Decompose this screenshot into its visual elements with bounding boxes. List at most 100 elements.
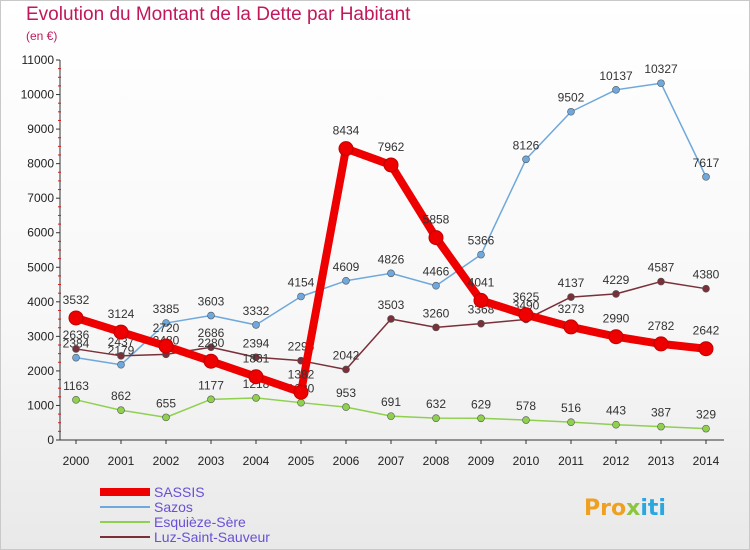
data-label: 8434	[333, 124, 360, 138]
data-label: 2636	[63, 328, 90, 342]
series-esqui-ze-s-re: 1163862655117712181080953691632629578516…	[63, 377, 716, 433]
data-label: 1163	[63, 379, 89, 393]
logo-letter: o	[611, 496, 626, 521]
data-label: 4466	[423, 265, 450, 279]
y-tick-label: 4000	[27, 295, 54, 309]
data-label: 953	[336, 386, 356, 400]
data-label: 516	[561, 401, 581, 415]
logo-letter: P	[584, 496, 600, 521]
chart-unit: (en €)	[26, 29, 58, 43]
x-tick-label: 2006	[333, 454, 360, 468]
x-tick-label: 2008	[423, 454, 450, 468]
data-label: 7617	[693, 156, 720, 170]
legend-label: Luz-Saint-Sauveur	[154, 529, 270, 545]
data-point	[72, 396, 80, 404]
data-point	[342, 365, 350, 374]
data-point	[702, 284, 710, 293]
data-point	[612, 420, 620, 429]
data-point	[657, 277, 665, 286]
data-point	[473, 292, 489, 308]
x-tick-label: 2009	[468, 454, 495, 468]
data-point	[162, 319, 170, 327]
data-point	[567, 107, 575, 116]
data-label: 8126	[513, 138, 540, 152]
data-point	[117, 352, 125, 360]
data-point	[567, 293, 575, 301]
data-point	[387, 412, 395, 420]
data-point	[342, 403, 350, 411]
x-tick-label: 2001	[108, 454, 135, 468]
data-label: 2042	[333, 348, 360, 362]
data-label: 10327	[644, 62, 678, 76]
data-point	[207, 343, 215, 352]
data-point	[657, 79, 665, 88]
y-tick-label: 5000	[27, 260, 54, 274]
data-point	[207, 311, 215, 320]
data-point	[207, 395, 215, 404]
data-label: 3124	[108, 307, 135, 321]
data-label: 2280	[198, 336, 225, 350]
legend-label: Sazos	[154, 499, 193, 515]
data-point	[342, 276, 350, 285]
data-point	[248, 369, 264, 385]
proxiti-logo: Proxiti	[584, 496, 666, 521]
series-sazos: 2384217933853603333241544609482644665366…	[63, 62, 720, 369]
y-tick-label: 9000	[27, 122, 54, 136]
data-label: 1831	[243, 352, 270, 366]
data-point	[612, 86, 620, 94]
logo-letter: i	[640, 496, 648, 521]
data-point	[432, 281, 440, 290]
logo-letter: i	[658, 496, 666, 521]
data-label: 2642	[693, 324, 720, 338]
data-point	[698, 341, 714, 357]
data-point	[252, 353, 260, 362]
data-point	[608, 329, 624, 345]
x-tick-label: 2014	[693, 454, 720, 468]
data-point	[72, 345, 80, 353]
x-tick-label: 2005	[288, 454, 315, 468]
data-point	[72, 353, 80, 362]
data-label: 3625	[513, 290, 540, 304]
data-label: 5858	[423, 213, 450, 227]
data-point	[428, 230, 444, 246]
data-point	[657, 422, 665, 431]
data-point	[702, 173, 710, 181]
data-label: 2782	[648, 319, 675, 333]
data-label: 2686	[198, 326, 225, 340]
x-tick-label: 2010	[513, 454, 540, 468]
data-point	[612, 290, 620, 298]
data-label: 7962	[378, 140, 405, 154]
data-label: 3273	[558, 302, 585, 316]
data-label: 329	[696, 408, 716, 422]
data-point	[158, 338, 174, 354]
x-tick-label: 2013	[648, 454, 675, 468]
data-point	[297, 292, 305, 301]
x-tick-label: 2007	[378, 454, 405, 468]
data-point	[563, 319, 579, 335]
data-point	[203, 353, 219, 369]
data-label: 1382	[288, 367, 315, 381]
legend-label: SASSIS	[154, 484, 205, 500]
y-tick-label: 10000	[21, 88, 55, 102]
x-tick-label: 2002	[153, 454, 180, 468]
data-label: 3532	[63, 293, 90, 307]
x-tick-label: 2011	[558, 454, 584, 468]
data-point	[567, 418, 575, 426]
data-point	[477, 319, 485, 328]
data-point	[477, 250, 485, 259]
data-label: 4154	[288, 275, 315, 289]
data-point	[702, 424, 710, 433]
y-tick-label: 6000	[27, 226, 54, 240]
data-label: 5366	[468, 234, 495, 248]
data-label: 3603	[198, 295, 225, 309]
data-label: 629	[471, 397, 491, 411]
data-point	[387, 315, 395, 323]
data-point	[68, 310, 84, 326]
x-tick-label: 2000	[63, 454, 90, 468]
y-tick-label: 1000	[27, 398, 54, 412]
data-point	[293, 384, 309, 400]
data-point	[522, 155, 530, 164]
data-point	[162, 413, 170, 422]
data-point	[383, 157, 399, 173]
